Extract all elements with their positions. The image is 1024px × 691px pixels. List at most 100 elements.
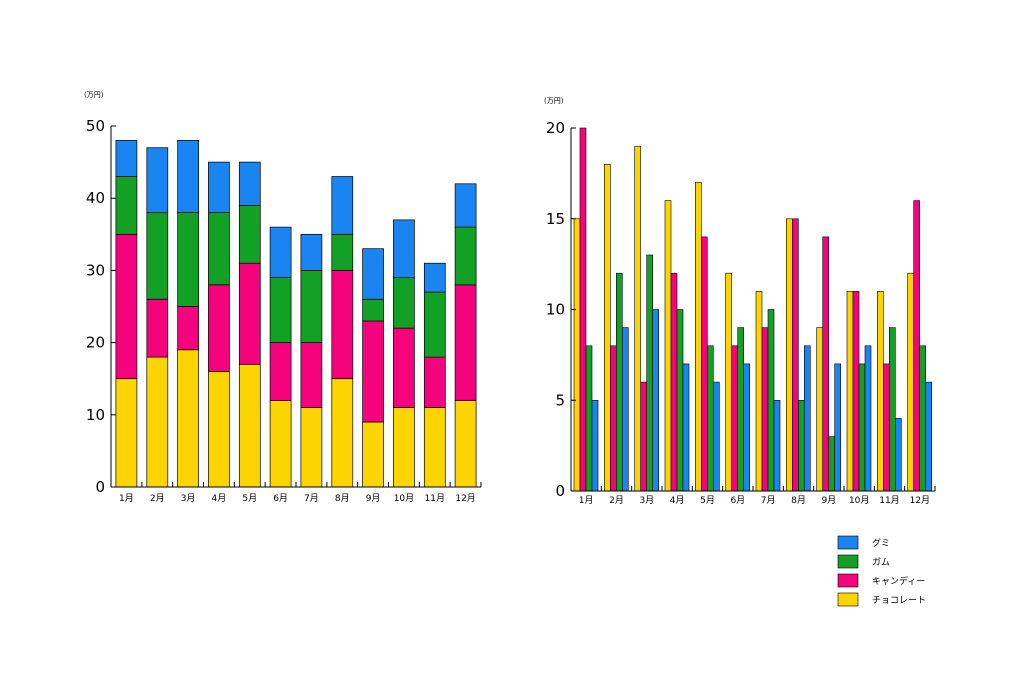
bar-segment: [331, 176, 354, 235]
bar-segment: [300, 233, 323, 271]
stacked-bar-chart: 0 10 20 30 40 50 1月 2月 3月 4月 5月 6月 7月 8月 9月 10月 11月 12月 (万…: [84, 91, 482, 504]
bar-segment: [393, 327, 415, 408]
bar-segment: [208, 371, 230, 488]
bar: [573, 218, 581, 492]
x-tick-label: 7月: [761, 495, 776, 506]
bar: [797, 399, 805, 492]
x-tick-label: 5月: [700, 495, 715, 506]
bar-segment: [331, 378, 354, 488]
bar: [640, 381, 648, 492]
bar-segment: [269, 400, 292, 488]
bar: [725, 272, 733, 492]
bar: [761, 327, 769, 492]
x-tick-label: 12月: [910, 495, 930, 506]
x-tick-label: 6月: [730, 495, 745, 506]
x-tick-label: 10月: [394, 493, 414, 504]
bar-segment: [454, 226, 477, 286]
x-tick-label: 12月: [455, 493, 475, 504]
x-tick-label: 2月: [150, 493, 165, 504]
legend-swatch: [837, 535, 859, 550]
bar: [646, 254, 654, 492]
bar-segment: [146, 356, 169, 488]
bar: [816, 327, 824, 492]
bar: [615, 272, 623, 492]
x-tick-label: 10月: [849, 495, 869, 506]
bar: [591, 399, 599, 492]
bar-segment: [269, 277, 292, 343]
bar-segment: [300, 270, 323, 343]
bar-segment: [177, 349, 199, 488]
x-tick-label: 5月: [242, 493, 257, 504]
bar: [907, 272, 915, 492]
bar: [894, 418, 902, 492]
bar-segment: [269, 226, 292, 278]
bar-segment: [393, 277, 415, 329]
bar: [852, 291, 860, 492]
bar-segment: [115, 176, 138, 235]
x-tick-label: 9月: [366, 493, 381, 504]
bar-segment: [146, 298, 169, 358]
legend-swatch: [837, 592, 859, 607]
bar-segment: [362, 298, 384, 322]
x-tick-label: 11月: [879, 495, 899, 506]
bar: [743, 363, 751, 492]
legend-label: ガム: [872, 557, 890, 568]
bar-segment: [362, 248, 384, 300]
bar: [706, 345, 714, 492]
bar: [579, 127, 587, 492]
y-tick-label: 5: [555, 391, 565, 409]
bar: [876, 291, 884, 492]
y-tick-label: 40: [86, 189, 105, 207]
bar-segment: [208, 212, 230, 286]
bar-segment: [454, 183, 477, 228]
x-tick-label: 6月: [273, 493, 288, 504]
bar: [712, 381, 720, 492]
bar: [785, 218, 793, 492]
bar-segment: [177, 140, 199, 213]
bar: [634, 145, 642, 492]
bar: [767, 309, 775, 492]
bar: [858, 363, 866, 492]
x-tick-label: 4月: [212, 493, 227, 504]
x-tick-label: 9月: [821, 495, 836, 506]
bar-segment: [423, 407, 446, 488]
bar: [676, 309, 684, 492]
y-tick-label: 10: [546, 301, 565, 319]
bar-segment: [208, 284, 230, 372]
bar: [670, 272, 678, 492]
bar-segment: [238, 205, 261, 264]
bar: [585, 345, 593, 492]
bar-segment: [115, 378, 138, 488]
y-tick-label: 30: [86, 261, 105, 279]
bar: [882, 363, 890, 492]
bar: [846, 291, 854, 492]
bar-segment: [331, 233, 354, 271]
bar: [864, 345, 872, 492]
bar: [664, 200, 672, 492]
bar-segment: [177, 306, 199, 351]
grouped-bar-chart: 0 5 10 15 20 1月 2月 3月 4月 5月 6月 7月 8月 9月 10月 11月 12月 (万円): [544, 97, 936, 506]
bar: [822, 236, 830, 492]
bar-segment: [423, 291, 446, 358]
bar-segment: [115, 140, 138, 177]
x-tick-label: 1月: [119, 493, 134, 504]
bar-segment: [208, 161, 230, 213]
bar-segment: [454, 284, 477, 401]
bar-segment: [115, 233, 138, 380]
bar-segment: [300, 342, 323, 408]
bar: [652, 309, 660, 492]
bar: [834, 363, 842, 492]
bar-segment: [454, 400, 477, 488]
legend-swatch: [837, 554, 859, 569]
bar: [603, 164, 611, 492]
bar: [791, 218, 799, 492]
bar: [888, 327, 896, 492]
y-tick-label: 0: [555, 482, 565, 500]
x-tick-label: 4月: [670, 495, 685, 506]
bar: [773, 399, 781, 492]
x-tick-label: 1月: [579, 495, 594, 506]
bar-segment: [269, 342, 292, 401]
bar: [609, 345, 617, 492]
bar-segment: [238, 363, 261, 488]
